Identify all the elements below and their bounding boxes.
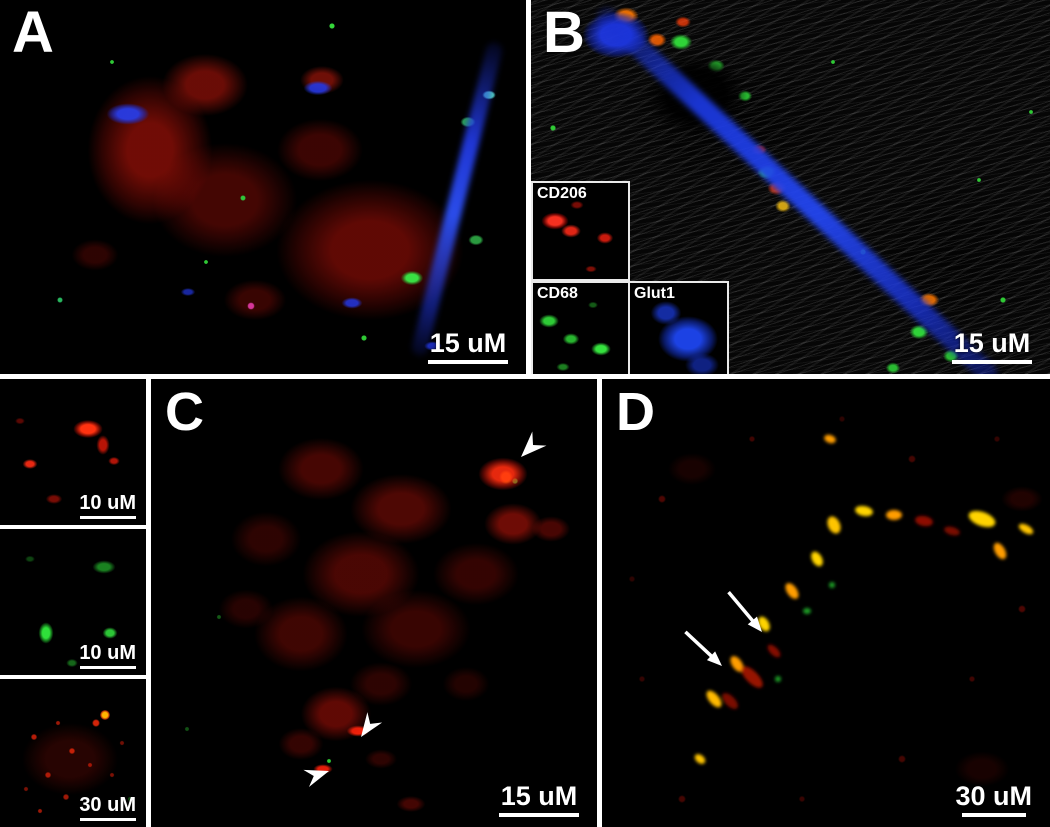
scale-bar-line xyxy=(499,813,579,817)
arrow-icon xyxy=(684,630,722,666)
panel-a: A 15 uM xyxy=(0,0,526,374)
scale-bar-text: 15 uM xyxy=(500,781,578,811)
panel-small-speckled: 30 uM xyxy=(0,679,146,827)
arrowhead-icon xyxy=(303,769,329,787)
scale-bar-text: 30 uM xyxy=(955,781,1032,811)
panel-b-scale-bar: 15 uM xyxy=(952,330,1032,364)
scale-bar-text: 10 uM xyxy=(79,642,136,664)
scale-bar-text: 15 uM xyxy=(953,328,1031,358)
panel-c-annotations xyxy=(303,431,547,787)
panel-a-micrograph xyxy=(0,0,526,374)
panel-d: D 30 uM xyxy=(602,379,1050,827)
scale-bar-line xyxy=(428,360,508,364)
panel-small-green: 10 uM xyxy=(0,529,146,675)
panel-a-label: A xyxy=(12,0,54,65)
inset-cd206-label: CD206 xyxy=(537,185,587,202)
small-red-micrograph xyxy=(0,379,146,525)
inset-cd68-micrograph xyxy=(533,283,628,374)
inset-glut1-micrograph xyxy=(630,283,727,374)
small-green-micrograph xyxy=(0,529,146,675)
panel-d-scale-bar: 30 uM xyxy=(955,783,1032,817)
panel-d-micrograph xyxy=(602,379,1050,827)
panel-c-label: C xyxy=(165,382,204,442)
panel-c-scale-bar: 15 uM xyxy=(499,783,579,817)
small-speckled-micrograph xyxy=(0,679,146,827)
small-green-scale-bar: 10 uM xyxy=(79,643,136,669)
panel-d-label: D xyxy=(616,382,655,442)
small-red-scale-bar: 10 uM xyxy=(79,493,136,519)
inset-cd68: CD68 xyxy=(531,281,630,374)
scale-bar-text: 15 uM xyxy=(429,328,507,358)
panel-c: C 15 uM xyxy=(151,379,597,827)
scale-bar-line xyxy=(952,360,1032,364)
inset-cd206-micrograph xyxy=(533,183,628,279)
scale-bar-line xyxy=(961,813,1026,817)
panel-c-micrograph xyxy=(151,379,597,827)
scale-bar-line xyxy=(79,516,136,519)
yellow-vessel-chain xyxy=(694,434,1034,764)
scale-bar-line xyxy=(79,818,136,821)
inset-glut1-label: Glut1 xyxy=(634,285,675,302)
inset-cd206: CD206 xyxy=(531,181,630,281)
scale-bar-line xyxy=(79,666,136,669)
panel-b: B CD206 CD68 Glut1 15 uM xyxy=(531,0,1050,374)
panel-b-label: B xyxy=(543,0,585,65)
arrowhead-icon xyxy=(521,431,547,457)
small-speckled-scale-bar: 30 uM xyxy=(79,795,136,821)
inset-cd68-label: CD68 xyxy=(537,285,578,302)
panel-a-scale-bar: 15 uM xyxy=(428,330,508,364)
panel-small-red: 10 uM xyxy=(0,379,146,525)
arrow-icon xyxy=(727,591,762,632)
scale-bar-text: 30 uM xyxy=(79,794,136,816)
inset-glut1: Glut1 xyxy=(628,281,729,374)
scale-bar-text: 10 uM xyxy=(79,492,136,514)
arrowhead-icon xyxy=(361,712,383,737)
panel-d-vessel-chain xyxy=(684,434,1034,764)
